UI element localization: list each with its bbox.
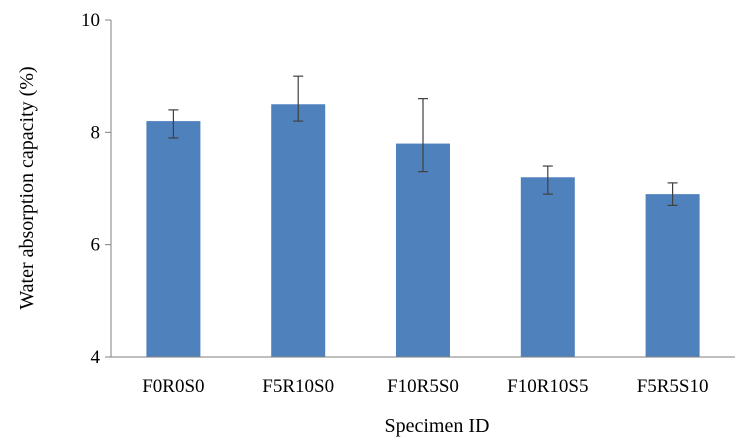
error-bar-F0R0S0 [168,109,179,139]
error-bars-group [168,75,678,206]
y-tick-label: 6 [91,235,101,256]
x-ticks-group: F0R0S0 F5R10S0 F10R5S0 F10R10S5 F5R5S10 [142,376,708,397]
bar-F5R5S10 [645,194,700,357]
x-tick-label: F10R10S5 [507,376,588,397]
bar-F10R10S5 [520,177,575,357]
x-tick-label: F5R10S0 [262,376,334,397]
y-tick-label: 10 [81,10,100,31]
x-tick-label: F10R5S0 [387,376,459,397]
bar-F0R0S0 [146,121,201,357]
y-tick-label: 4 [91,347,101,368]
axes-group [110,20,735,358]
bar-F5R10S0 [271,104,326,357]
error-bar-F10R10S5 [542,165,553,195]
y-axis-title: Water absorption capacity (%) [16,66,38,309]
y-tick-label: 8 [91,122,101,143]
bar-F10R5S0 [396,143,450,357]
x-tick-label: F5R5S10 [637,376,709,397]
x-axis-title: Specimen ID [385,415,490,437]
x-tick-label: F0R0S0 [142,376,204,397]
y-ticks-group: 4 6 8 10 [81,10,111,368]
error-bar-F5R10S0 [293,75,304,122]
bars-group [146,104,700,357]
error-bar-F10R5S0 [418,98,428,173]
error-bar-F5R5S10 [667,182,678,206]
